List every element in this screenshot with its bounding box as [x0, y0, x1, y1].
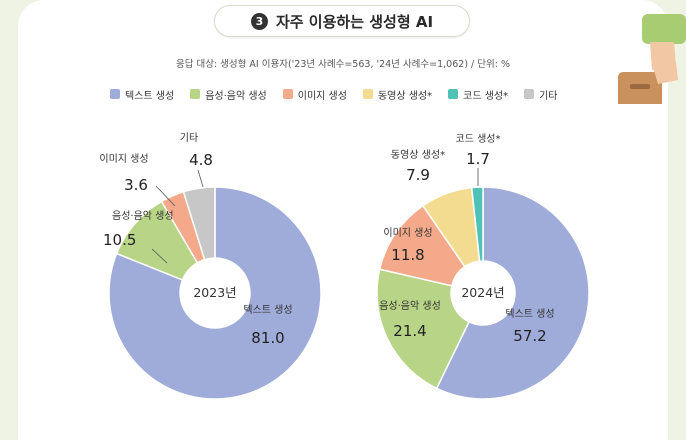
slice-name-label: 텍스트 생성 [505, 308, 554, 320]
section-number-badge: 3 [250, 12, 268, 30]
donut-slice [108, 186, 322, 400]
legend-swatch [190, 89, 201, 99]
slice-value-label: 81.0 [251, 329, 284, 347]
chart-legend: 텍스트 생성 음성·음악 생성 이미지 생성 동영상 생성* 코드 생성* 기타 [110, 85, 590, 103]
slice-value-label: 3.6 [124, 176, 148, 194]
donut-slice [470, 186, 484, 263]
slice-value-label: 4.8 [189, 151, 213, 169]
legend-swatch [362, 89, 373, 99]
legend-label: 텍스트 생성 [125, 90, 175, 102]
donut-slice [376, 268, 471, 390]
donut-slice [182, 186, 216, 261]
slice-name-label: 기타 [180, 132, 198, 144]
slice-name-label: 음성·음악 생성 [112, 210, 174, 222]
slice-name-label: 이미지 생성 [99, 153, 148, 165]
chart-subtitle: 응답 대상: 생성형 AI 이용자('23년 사례수=563, '24년 사례수… [175, 59, 510, 70]
donut-center-label: 2023년 [193, 285, 236, 300]
slice-name-label: 텍스트 생성 [243, 304, 292, 316]
legend-item: 동영상 생성* [362, 87, 433, 102]
legend-label: 기타 [539, 90, 558, 102]
slice-name-label: 코드 생성* [456, 133, 501, 145]
slice-value-label: 10.5 [103, 231, 136, 249]
legend-item: 텍스트 생성 [110, 87, 174, 102]
donut-hole [452, 262, 514, 324]
legend-item: 이미지 생성 [282, 87, 347, 102]
donut-slice [435, 186, 590, 400]
slice-value-label: 57.2 [513, 327, 546, 345]
label-leader-line [151, 248, 168, 264]
slice-name-label: 동영상 생성* [391, 149, 445, 161]
label-leader-line [197, 169, 204, 188]
slice-value-label: 7.9 [406, 166, 430, 184]
label-leader-line [155, 185, 176, 207]
legend-label: 이미지 생성 [297, 90, 347, 102]
legend-label: 음성·음악 생성 [205, 90, 267, 102]
slice-name-label: 음성·음악 생성 [379, 300, 441, 312]
donut-hole [181, 259, 249, 327]
legend-swatch [448, 89, 459, 99]
legend-label: 코드 생성* [463, 90, 509, 102]
slice-value-label: 1.7 [466, 150, 490, 168]
legend-item: 음성·음악 생성 [190, 87, 267, 102]
legend-swatch [282, 89, 293, 99]
slice-value-label: 21.4 [393, 322, 426, 340]
legend-label: 동영상 생성* [377, 90, 433, 102]
slice-value-label: 11.8 [391, 246, 424, 264]
legend-swatch [110, 89, 120, 99]
hand-illustration [618, 14, 686, 104]
legend-item: 기타 [524, 87, 558, 102]
legend-swatch [524, 89, 535, 99]
donut-center-label: 2024년 [461, 285, 504, 300]
section-title-text: 자주 이용하는 생성형 AI [275, 12, 434, 31]
slice-name-label: 이미지 생성 [383, 227, 432, 239]
legend-item: 코드 생성* [448, 87, 508, 102]
section-title: 3 자주 이용하는 생성형 AI [214, 5, 470, 37]
